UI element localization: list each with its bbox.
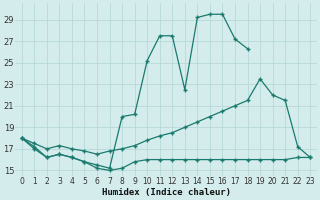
X-axis label: Humidex (Indice chaleur): Humidex (Indice chaleur) [101,188,230,197]
